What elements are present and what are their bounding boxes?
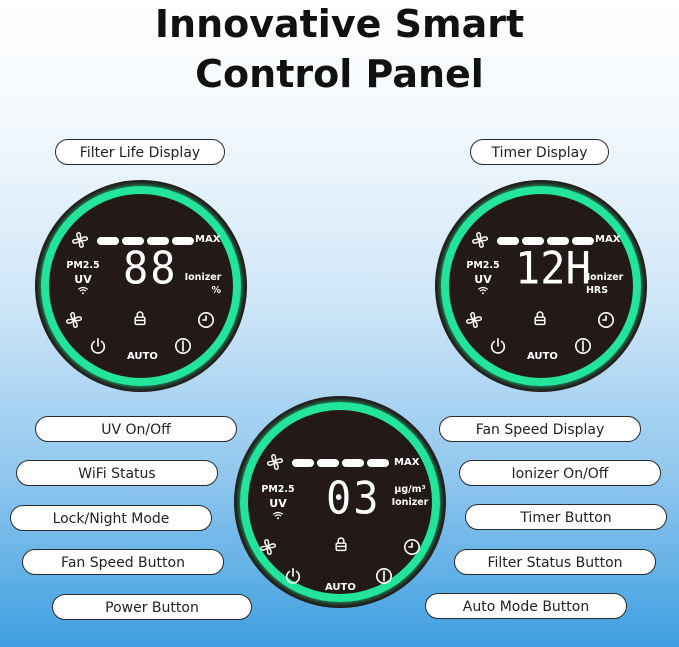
- wifi-icon: [272, 511, 284, 520]
- unit-label: μg/m³: [394, 484, 426, 495]
- ionizer-icon[interactable]: [574, 337, 592, 355]
- control-panel-pm25: MAX PM2.5 UV 03 μg/m³ Ionizer AUTO: [234, 396, 446, 608]
- label-fan-speed-display: Fan Speed Display: [439, 416, 641, 442]
- display-digits: 12H: [515, 242, 591, 295]
- auto-label[interactable]: AUTO: [527, 351, 558, 362]
- ionizer-label: Ionizer: [184, 272, 222, 283]
- auto-label[interactable]: AUTO: [127, 351, 158, 362]
- status-ring: [41, 186, 241, 386]
- auto-label[interactable]: AUTO: [325, 582, 356, 593]
- label-ionizer-on-off: Ionizer On/Off: [459, 460, 661, 486]
- fan-speed-bars: [497, 237, 594, 245]
- unit-label: %: [211, 285, 221, 296]
- clock-icon[interactable]: [403, 538, 421, 556]
- wifi-icon: [77, 286, 89, 295]
- ionizer-icon[interactable]: [375, 567, 393, 585]
- fan-icon: [266, 453, 284, 471]
- fan-speed-bars: [292, 459, 389, 467]
- power-icon[interactable]: [489, 337, 507, 355]
- label-fan-speed-button: Fan Speed Button: [22, 549, 224, 575]
- power-icon[interactable]: [284, 567, 302, 585]
- label-timer-button: Timer Button: [465, 504, 667, 530]
- lock-icon[interactable]: [333, 536, 349, 552]
- display-digits: 88: [123, 242, 178, 295]
- max-label: MAX: [195, 234, 221, 245]
- fan-icon[interactable]: [465, 311, 483, 329]
- fan-icon[interactable]: [259, 538, 277, 556]
- fan-icon: [471, 231, 489, 249]
- display-digits: 03: [326, 472, 381, 525]
- ionizer-label: Ionizer: [391, 497, 429, 508]
- lock-icon[interactable]: [532, 310, 548, 326]
- title-line-2: Control Panel: [195, 52, 484, 96]
- uv-label: UV: [269, 497, 287, 510]
- ionizer-label: Ionizer: [586, 272, 624, 283]
- max-label: MAX: [595, 234, 621, 245]
- status-ring: [240, 402, 440, 602]
- label-filter-life-display: Filter Life Display: [55, 139, 225, 165]
- status-ring: [441, 186, 641, 386]
- control-panel-filter-life: MAX PM2.5 UV 88 Ionizer % AUTO: [35, 180, 247, 392]
- label-wifi-status: WiFi Status: [16, 460, 218, 486]
- unit-label: HRS: [585, 285, 609, 296]
- uv-label: UV: [474, 273, 492, 286]
- uv-label: UV: [74, 273, 92, 286]
- fan-icon: [71, 231, 89, 249]
- pm25-label: PM2.5: [261, 484, 295, 495]
- fan-icon[interactable]: [65, 311, 83, 329]
- pm25-label: PM2.5: [466, 260, 500, 271]
- clock-icon[interactable]: [597, 311, 615, 329]
- title-line-1: Innovative Smart: [154, 2, 525, 46]
- wifi-icon: [477, 286, 489, 295]
- ionizer-icon[interactable]: [174, 337, 192, 355]
- fan-speed-bars: [97, 237, 194, 245]
- control-panel-timer: MAX PM2.5 UV 12H Ionizer HRS AUTO: [435, 180, 647, 392]
- label-lock-night-mode: Lock/Night Mode: [10, 505, 212, 531]
- label-timer-display: Timer Display: [470, 139, 609, 165]
- label-filter-status-button: Filter Status Button: [454, 549, 656, 575]
- label-power-button: Power Button: [52, 594, 252, 620]
- clock-icon[interactable]: [197, 311, 215, 329]
- label-uv-on-off: UV On/Off: [35, 416, 237, 442]
- lock-icon[interactable]: [132, 310, 148, 326]
- pm25-label: PM2.5: [66, 260, 100, 271]
- max-label: MAX: [394, 457, 420, 468]
- label-auto-mode-button: Auto Mode Button: [425, 593, 627, 619]
- power-icon[interactable]: [89, 337, 107, 355]
